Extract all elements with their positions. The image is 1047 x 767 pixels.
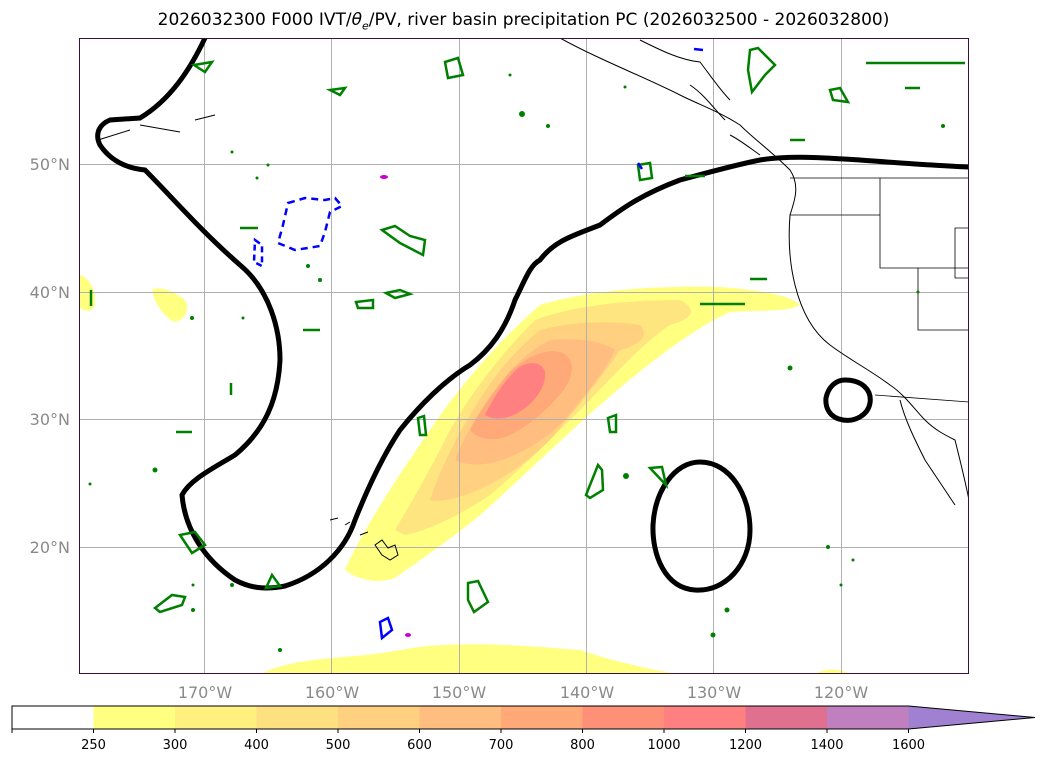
lon-label-140w: 140°W: [560, 683, 615, 702]
colorbar-segment: [256, 706, 339, 729]
colorbar-segment: [175, 706, 257, 729]
lat-label-30n: 30°N: [30, 410, 70, 429]
precip-markers: [380, 175, 411, 637]
lon-label-120w: 120°W: [814, 683, 869, 702]
colorbar-segment: [827, 706, 909, 729]
lon-label-160w: 160°W: [305, 683, 360, 702]
theta-e-dots: [88, 73, 945, 652]
colorbar-tick-label: 500: [326, 738, 351, 753]
colorbar-outline: [11, 705, 1036, 730]
lon-label-150w: 150°W: [432, 683, 487, 702]
colorbar-segment: [338, 706, 420, 729]
colorbar-segment: [664, 706, 746, 729]
lat-label-40n: 40°N: [30, 283, 70, 302]
colorbar-tick-label: 1200: [729, 738, 762, 753]
colorbar-tick-label: 800: [570, 738, 595, 753]
pv-contours: [95, 38, 969, 593]
coastlines: [97, 38, 969, 561]
colorbar-segment: [93, 706, 176, 729]
lat-label-20n: 20°N: [30, 538, 70, 557]
state-borders: [790, 177, 969, 403]
colorbar-tick-label: 600: [407, 738, 432, 753]
ivt-fill: [80, 275, 850, 674]
colorbar-tick-label: 400: [244, 738, 269, 753]
lon-label-130w: 130°W: [687, 683, 742, 702]
colorbar-segment: [745, 706, 828, 729]
colorbar-segment: [12, 706, 94, 729]
map-title: 2026032300 F000 IVT/θe/PV, river basin p…: [157, 10, 890, 33]
lat-axis: 50°N 40°N 30°N 20°N: [30, 155, 70, 557]
colorbar-ticks: 250 300 400 500 600 700 800 1000 1200 1400 1600: [11, 729, 925, 753]
lon-label-170w: 170°W: [178, 683, 233, 702]
colorbar-segments: [12, 706, 1035, 729]
colorbar-tick-label: 300: [163, 738, 188, 753]
colorbar-segment: [582, 706, 665, 729]
plot-area: [79, 38, 969, 674]
colorbar-tick-label: 1400: [810, 738, 843, 753]
colorbar: 250 300 400 500 600 700 800 1000 1200 1400 1600: [11, 705, 1036, 753]
gridlines: [79, 38, 969, 674]
plot-frame: [79, 38, 969, 674]
colorbar-segment: [419, 706, 502, 729]
colorbar-extend-arrow: [908, 706, 1035, 729]
colorbar-tick-label: 1000: [647, 738, 680, 753]
lon-axis: 170°W 160°W 150°W 140°W 130°W 120°W: [178, 683, 869, 702]
colorbar-tick-label: 1600: [892, 738, 925, 753]
colorbar-tick-label: 250: [81, 738, 106, 753]
lat-label-50n: 50°N: [30, 155, 70, 174]
theta-e-contours-positive: [89, 46, 965, 614]
colorbar-segment: [501, 706, 583, 729]
colorbar-tick-label: 700: [489, 738, 514, 753]
theta-e-contours-negative: [252, 47, 704, 641]
